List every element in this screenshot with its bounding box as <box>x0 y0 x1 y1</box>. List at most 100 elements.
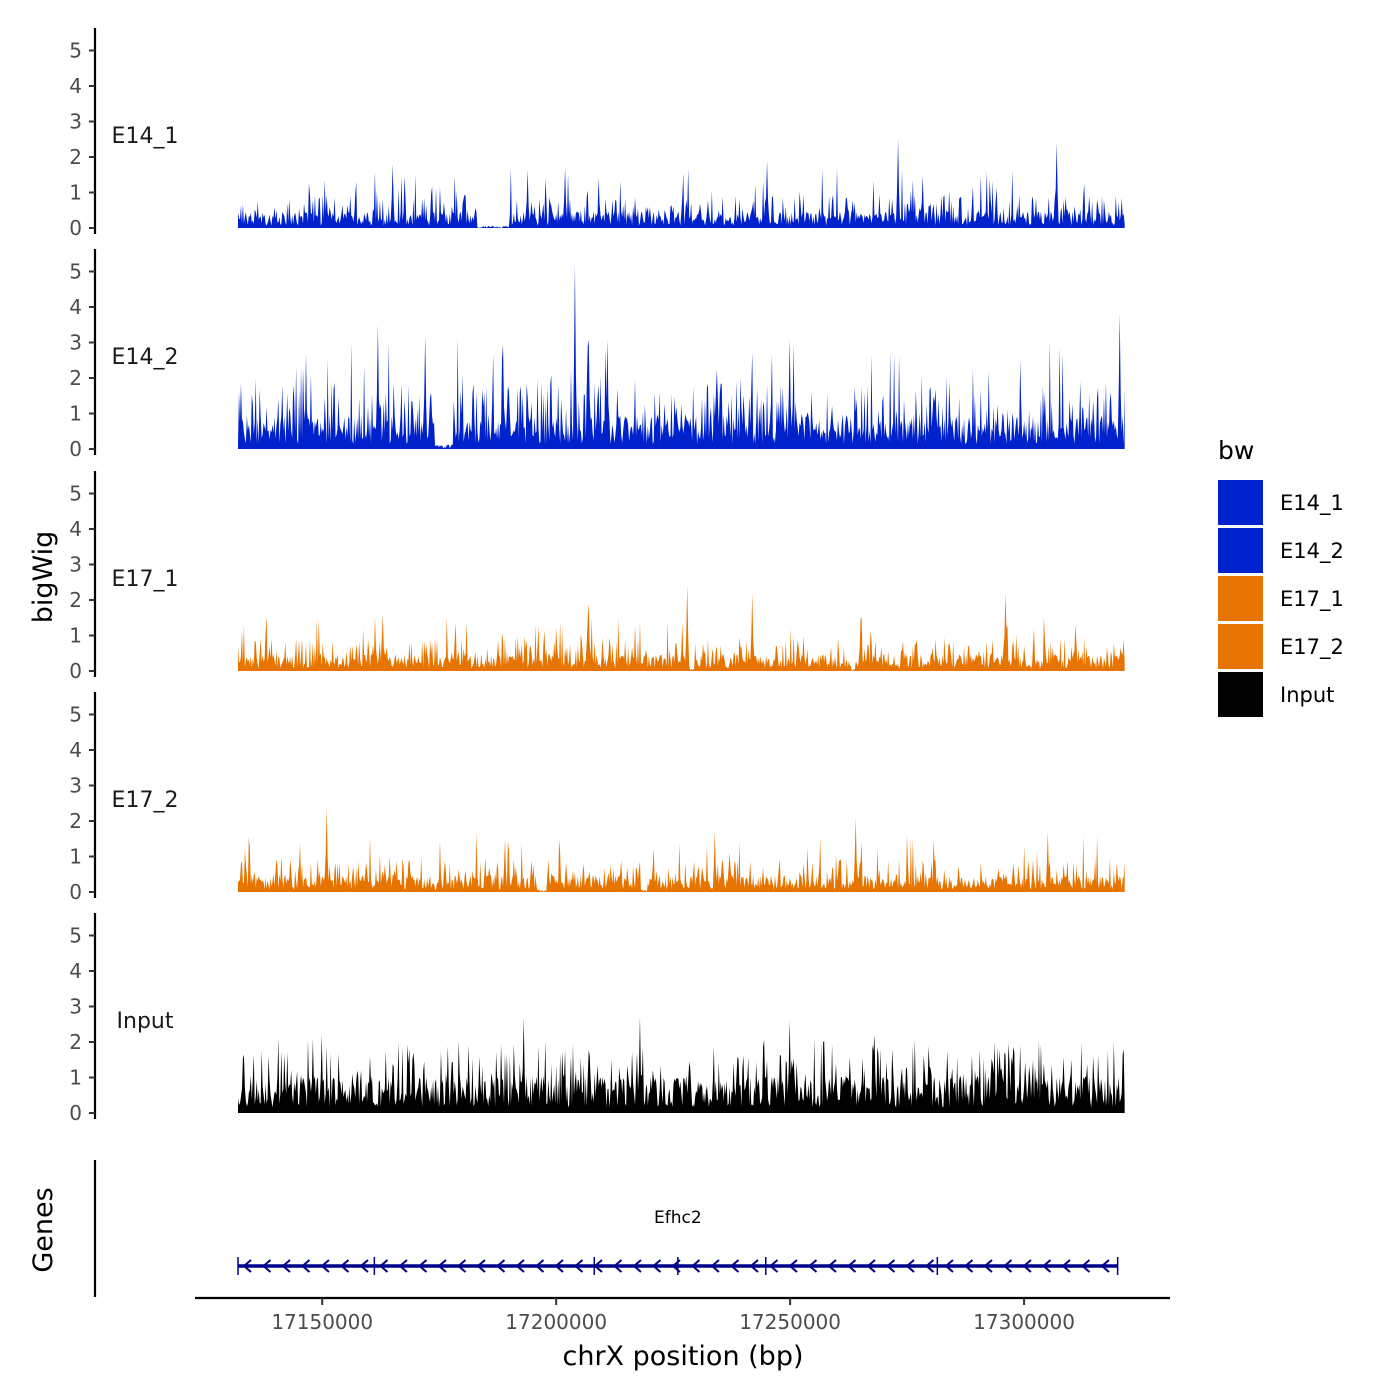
y-tick-label: 0 <box>69 1101 82 1125</box>
gene-strand-arrow <box>807 1259 818 1273</box>
y-tick-label: 3 <box>69 553 82 577</box>
legend-title: bw <box>1218 436 1254 465</box>
gene-strand-arrow <box>651 1259 662 1273</box>
gene-strand-arrow <box>1100 1259 1110 1273</box>
track-label-Input: Input <box>117 1009 174 1034</box>
gene-strand-arrow <box>905 1259 915 1273</box>
gene-strand-arrow <box>534 1259 545 1273</box>
gene-strand-arrow <box>417 1259 428 1273</box>
gene-strand-arrow <box>456 1259 467 1273</box>
y-tick-label: 5 <box>69 924 82 948</box>
y-tick-label: 2 <box>69 588 82 612</box>
gene-strand-arrow <box>612 1259 623 1273</box>
gene-track-title: Genes <box>28 1187 59 1272</box>
y-tick-label: 4 <box>69 517 82 541</box>
track-Input: 0 1 2 3 4 5 Input <box>69 913 1125 1125</box>
gene-strand-arrow <box>476 1259 486 1273</box>
legend-swatch-E14_2 <box>1218 528 1263 573</box>
gene-strand-arrow <box>1002 1259 1013 1273</box>
gene-strand-arrow <box>1080 1259 1091 1273</box>
y-tick-label: 0 <box>69 659 82 683</box>
x-tick-label: 17300000 <box>973 1310 1075 1334</box>
y-tick-label: 1 <box>69 1066 82 1090</box>
gene-strand-arrow <box>983 1259 993 1273</box>
gene-strand-arrow <box>1061 1259 1071 1273</box>
y-tick-label: 5 <box>69 482 82 506</box>
y-tick-label: 4 <box>69 959 82 983</box>
legend-label-E14_1: E14_1 <box>1280 491 1344 516</box>
gene-strand-arrow <box>944 1259 954 1273</box>
y-tick-label: 1 <box>69 845 82 869</box>
gene-strand-arrow <box>437 1259 447 1273</box>
gene-strand-arrow <box>866 1259 876 1273</box>
x-axis: 17150000 17200000 17250000 17300000 <box>195 1296 1170 1334</box>
gene-strand-arrow <box>339 1259 350 1273</box>
gene-strand-arrow <box>261 1259 272 1273</box>
gene-strand-arrow <box>768 1259 779 1273</box>
gene-strand-arrow <box>359 1259 369 1273</box>
y-tick-label: 3 <box>69 774 82 798</box>
track-E17_1: 0 1 2 3 4 5 E17_1 <box>69 471 1125 683</box>
signal-area-E14_2 <box>238 264 1125 449</box>
x-tick-label: 17200000 <box>505 1310 607 1334</box>
y-tick-label: 3 <box>69 110 82 134</box>
gene-strand-arrow <box>924 1259 935 1273</box>
y-tick-label: 4 <box>69 295 82 319</box>
gene-strand-arrow <box>1022 1259 1032 1273</box>
track-label-E17_2: E17_2 <box>112 788 179 813</box>
gene-strand-arrow <box>749 1259 759 1273</box>
gene-strand-arrow <box>827 1259 837 1273</box>
y-tick-label: 4 <box>69 738 82 762</box>
y-tick-label: 3 <box>69 331 82 355</box>
x-tick-label: 17150000 <box>271 1310 373 1334</box>
y-tick-label: 0 <box>69 880 82 904</box>
gene-strand-arrow <box>378 1259 389 1273</box>
y-tick-label: 5 <box>69 39 82 63</box>
gene-strand-arrow <box>788 1259 798 1273</box>
gene-strand-arrow <box>729 1259 740 1273</box>
y-tick-label: 2 <box>69 366 82 390</box>
y-tick-label: 1 <box>69 181 82 205</box>
gene-strand-arrow <box>885 1259 896 1273</box>
legend-label-E17_1: E17_1 <box>1280 587 1344 612</box>
gene-strand-arrow <box>846 1259 857 1273</box>
y-tick-label: 5 <box>69 260 82 284</box>
signal-area-Input <box>238 1017 1125 1113</box>
gene-strand-arrow <box>398 1259 408 1273</box>
y-tick-label: 5 <box>69 703 82 727</box>
legend-swatch-E17_1 <box>1218 576 1263 621</box>
legend-swatch-E14_1 <box>1218 480 1263 525</box>
gene-strand-arrow <box>281 1259 291 1273</box>
y-tick-label: 1 <box>69 624 82 648</box>
signal-area-E17_1 <box>238 585 1125 671</box>
track-label-E14_2: E14_2 <box>112 345 179 370</box>
track-label-E14_1: E14_1 <box>112 124 179 149</box>
legend: bw E14_1 E14_2 E17_1 E17_2 Input <box>1218 436 1344 717</box>
gene-strand-arrow <box>242 1259 252 1273</box>
gene-strand-arrow <box>1041 1259 1052 1273</box>
legend-swatch-E17_2 <box>1218 624 1263 669</box>
gene-strand-arrow <box>320 1259 330 1273</box>
y-tick-label: 2 <box>69 809 82 833</box>
gene-strand-arrow <box>515 1259 525 1273</box>
x-tick-label: 17250000 <box>739 1310 841 1334</box>
signal-tracks: 0 1 2 3 4 5 E14_1 0 1 2 3 4 5 E14_2 0 1 2 3 4 5 E17_1 0 1 2 3 4 5 E… <box>69 28 1125 1125</box>
track-label-E17_1: E17_1 <box>112 567 179 592</box>
gene-strand-arrow <box>963 1259 974 1273</box>
y-tick-label: 3 <box>69 995 82 1019</box>
gene-strand-arrow <box>300 1259 311 1273</box>
gene-strand-arrow <box>690 1259 701 1273</box>
legend-label-E17_2: E17_2 <box>1280 635 1344 660</box>
track-E17_2: 0 1 2 3 4 5 E17_2 <box>69 692 1125 904</box>
gene-strand-arrow <box>632 1259 642 1273</box>
y-tick-label: 0 <box>69 437 82 461</box>
legend-label-E14_2: E14_2 <box>1280 539 1344 564</box>
y-tick-label: 0 <box>69 216 82 240</box>
track-E14_1: 0 1 2 3 4 5 E14_1 <box>69 28 1125 240</box>
legend-label-Input: Input <box>1280 683 1334 707</box>
gene-track: Efhc2 <box>93 1160 1119 1297</box>
x-axis-title: chrX position (bp) <box>562 1341 803 1372</box>
y-tick-label: 2 <box>69 145 82 169</box>
gene-strand-arrow <box>495 1259 506 1273</box>
